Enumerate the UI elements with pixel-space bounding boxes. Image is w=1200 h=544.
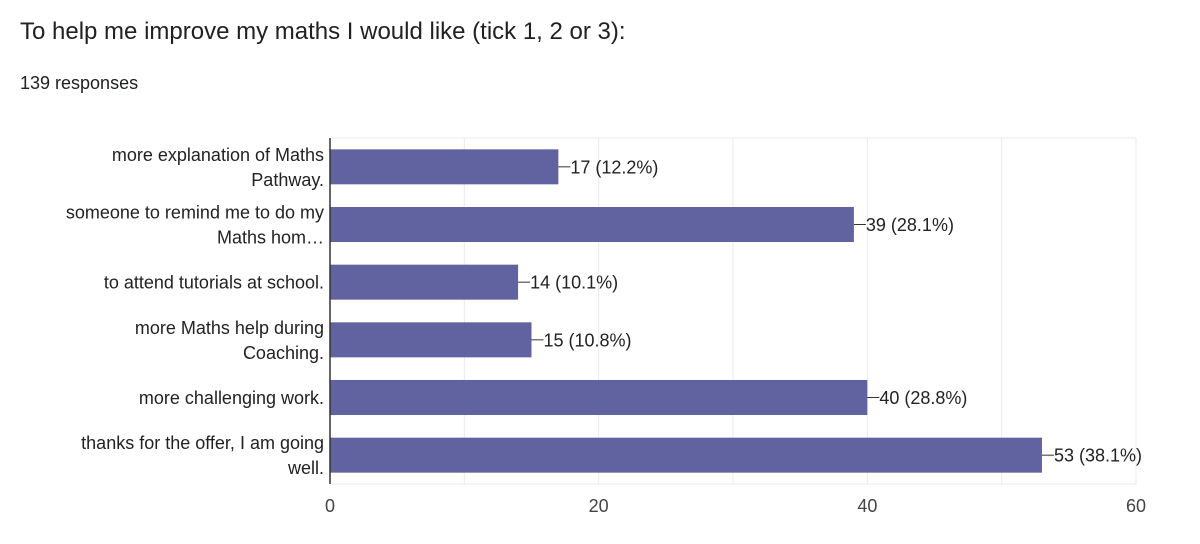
category-label: more Maths help during xyxy=(135,318,324,338)
category-label: to attend tutorials at school. xyxy=(104,273,324,293)
category-label: Maths hom… xyxy=(217,228,324,248)
data-label: 17 (12.2%) xyxy=(570,157,658,177)
x-tick-label: 0 xyxy=(325,496,335,516)
axes: 0 20 40 60 xyxy=(325,138,1146,516)
data-label: 53 (38.1%) xyxy=(1054,446,1142,466)
x-tick-label: 20 xyxy=(589,496,609,516)
bar xyxy=(330,322,532,358)
data-label: 15 (10.8%) xyxy=(544,330,632,350)
category-label: more challenging work. xyxy=(139,388,324,408)
category-label: Pathway. xyxy=(251,170,324,190)
category-label: thanks for the offer, I am going xyxy=(81,433,324,453)
bar xyxy=(330,149,559,185)
bar xyxy=(330,264,519,300)
bar xyxy=(330,437,1042,473)
gridlines xyxy=(330,137,1137,485)
bars xyxy=(330,149,1042,473)
category-label: Coaching. xyxy=(243,343,324,363)
bar xyxy=(330,380,868,415)
data-label: 39 (28.1%) xyxy=(866,215,954,235)
labels: 17 (12.2%) more explanation of Maths Pathw… xyxy=(66,145,1142,478)
bar xyxy=(330,207,854,242)
category-label: more explanation of Maths xyxy=(112,145,324,165)
x-tick-label: 60 xyxy=(1126,496,1146,516)
data-label: 14 (10.1%) xyxy=(530,273,618,293)
x-tick-label: 40 xyxy=(857,496,877,516)
data-label: 40 (28.8%) xyxy=(879,388,967,408)
category-label: well. xyxy=(287,458,324,478)
category-label: someone to remind me to do my xyxy=(66,203,324,223)
chart-title: To help me improve my maths I would like… xyxy=(20,18,626,45)
response-count: 139 responses xyxy=(20,73,139,93)
